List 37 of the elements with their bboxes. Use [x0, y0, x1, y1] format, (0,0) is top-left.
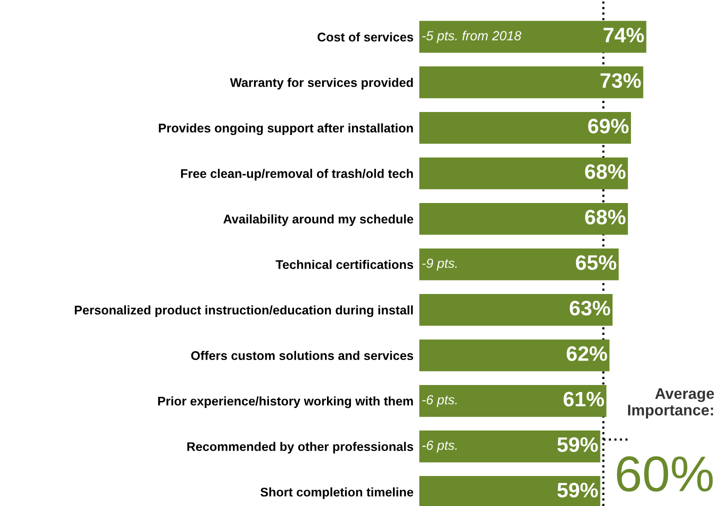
bar: [419, 430, 600, 462]
bar: [419, 294, 613, 326]
data-label: 74%: [604, 28, 644, 42]
bar: [419, 202, 628, 235]
data-label: 68%: [585, 210, 626, 224]
data-label: 61%: [564, 392, 604, 406]
data-label: 69%: [588, 118, 629, 134]
bar: [419, 248, 619, 280]
bar: [419, 157, 628, 190]
bar: [419, 66, 644, 98]
bar: [419, 339, 610, 372]
y-tick-label: Cost of services: [318, 32, 414, 42]
data-label: 63%: [570, 300, 610, 316]
y-tick-label: Provides ongoing support after installation: [158, 123, 413, 136]
annotation: -6 pts.: [422, 440, 457, 453]
data-label: 62%: [566, 346, 608, 361]
y-tick-label: Availability around my schedule: [223, 214, 414, 226]
y-tick-label: Offers custom solutions and services: [191, 350, 414, 360]
data-label: 73%: [600, 73, 641, 88]
annotation: -5 pts. from 2018: [422, 30, 522, 44]
data-label: 68%: [585, 164, 626, 179]
y-tick-label: Short completion timeline: [260, 487, 414, 500]
annotation: -9 pts.: [422, 258, 457, 271]
y-tick-label: Recommended by other professionals: [187, 442, 414, 454]
bar: [419, 112, 631, 144]
y-tick-label: Technical certifications: [276, 260, 414, 270]
annotation: -6 pts.: [422, 395, 457, 408]
y-tick-label: Free clean-up/removal of trash/old tech: [181, 168, 413, 180]
y-tick-label: Prior experience/history working with them: [158, 396, 413, 408]
data-label: 65%: [576, 255, 616, 270]
y-tick-label: Personalized product instruction/education during install: [74, 305, 413, 318]
text: Average Importance: 60%: [616, 388, 714, 492]
data-label: 59%: [557, 437, 598, 452]
y-tick-label: Warranty for services provided: [230, 78, 413, 90]
bar: [419, 20, 646, 53]
data-label: 59%: [557, 482, 598, 498]
bar: [419, 384, 606, 417]
